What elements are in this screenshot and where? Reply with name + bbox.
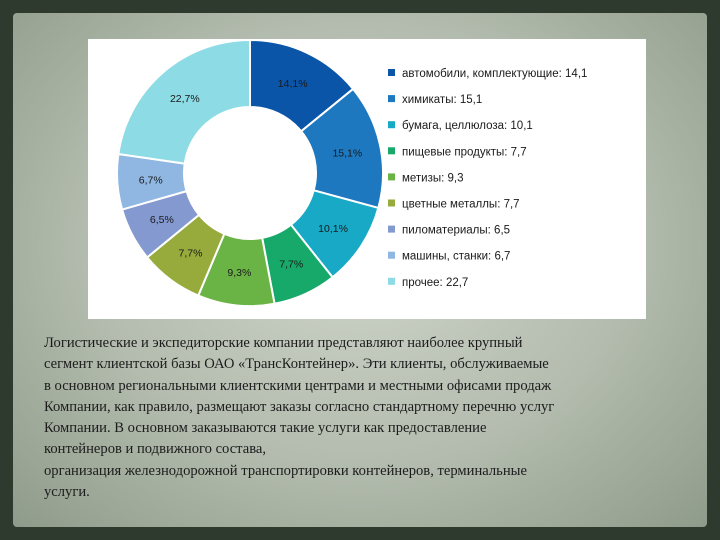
chart-panel: 14,1% 15,1% 10,1% 7,7% 9,3% 7,7% 6,5% 6,7% 22,7%… xyxy=(88,39,646,319)
legend-swatch-2 xyxy=(388,95,395,103)
legend-label-9: прочее: 22,7 xyxy=(402,277,468,289)
slice-label-3: 10,1% xyxy=(318,223,348,235)
donut-slice-9 xyxy=(117,39,251,165)
legend-swatch-1 xyxy=(388,69,395,76)
legend-swatch-6 xyxy=(388,199,395,207)
body-paragraph: Логистические и экспедиторские компании … xyxy=(44,333,694,503)
legend-swatch-7 xyxy=(388,225,395,233)
paragraph-line-2: сегмент клиентской базы ОАО «ТрансКонтей… xyxy=(44,356,549,373)
slice-label-9: 22,7% xyxy=(170,93,200,105)
chart-legend: автомобили, комплектующие: 14,1 химикаты:… xyxy=(388,68,587,289)
legend-label-1: автомобили, комплектующие: 14,1 xyxy=(402,68,587,80)
legend-label-7: пиломатериалы: 6,5 xyxy=(402,225,510,237)
donut-chart: 14,1% 15,1% 10,1% 7,7% 9,3% 7,7% 6,5% 6,7% 22,7%… xyxy=(116,39,587,307)
legend-swatch-9 xyxy=(388,277,395,285)
legend-label-4: пищевые продукты: 7,7 xyxy=(402,146,527,158)
legend-label-8: машины, станки: 6,7 xyxy=(402,251,510,263)
legend-swatch-8 xyxy=(388,251,395,259)
slice-label-4: 7,7% xyxy=(279,259,303,271)
paragraph-line-1: Логистические и экспедиторские компании … xyxy=(44,335,523,351)
slice-label-2: 15,1% xyxy=(332,147,362,159)
donut-slices xyxy=(116,39,384,307)
paragraph-line-5: Компании. В основном заказываются такие … xyxy=(44,420,487,437)
paragraph-line-6: контейнеров и подвижного состава, xyxy=(44,441,267,458)
legend-label-2: химикаты: 15,1 xyxy=(402,94,482,106)
legend-swatch-5 xyxy=(388,173,395,181)
donut-labels: 14,1% 15,1% 10,1% 7,7% 9,3% 7,7% 6,5% 6,7% 22,7% xyxy=(139,78,362,279)
slice-label-6: 7,7% xyxy=(178,248,202,260)
paragraph-line-7: организация железнодорожной транспортиро… xyxy=(44,462,527,479)
legend-label-3: бумага, целлюлоза: 10,1 xyxy=(402,120,533,132)
slice-label-7: 6,5% xyxy=(150,214,174,226)
slice-label-8: 6,7% xyxy=(139,175,163,187)
legend-label-5: метизы: 9,3 xyxy=(402,172,464,184)
paragraph-line-4: Компании, как правило, размещают заказы … xyxy=(44,398,555,415)
slice-label-1: 14,1% xyxy=(278,78,308,90)
legend-label-6: цветные металлы: 7,7 xyxy=(402,199,520,211)
legend-swatch-3 xyxy=(388,121,395,129)
paragraph-line-8: услуги. xyxy=(44,484,90,501)
slice-label-5: 9,3% xyxy=(227,267,251,279)
paragraph-line-3: в основном региональными клиентскими цен… xyxy=(44,377,552,394)
legend-swatch-4 xyxy=(388,147,395,155)
